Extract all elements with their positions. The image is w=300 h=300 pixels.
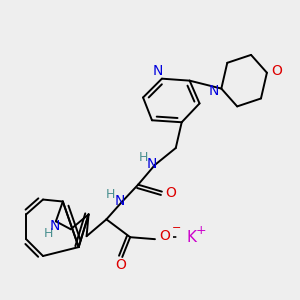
Text: O: O [272,64,282,78]
Text: K: K [187,230,197,245]
Text: H: H [106,188,115,201]
Text: N: N [115,194,125,208]
Text: N: N [50,219,60,233]
Text: +: + [195,224,206,237]
Text: O: O [115,258,126,272]
Text: N: N [153,64,163,78]
Text: H: H [138,152,148,164]
Text: H: H [43,227,52,240]
Text: O: O [159,229,170,243]
Text: N: N [208,84,219,98]
Text: N: N [147,157,157,171]
Text: −: − [172,223,182,233]
Text: O: O [165,186,176,200]
